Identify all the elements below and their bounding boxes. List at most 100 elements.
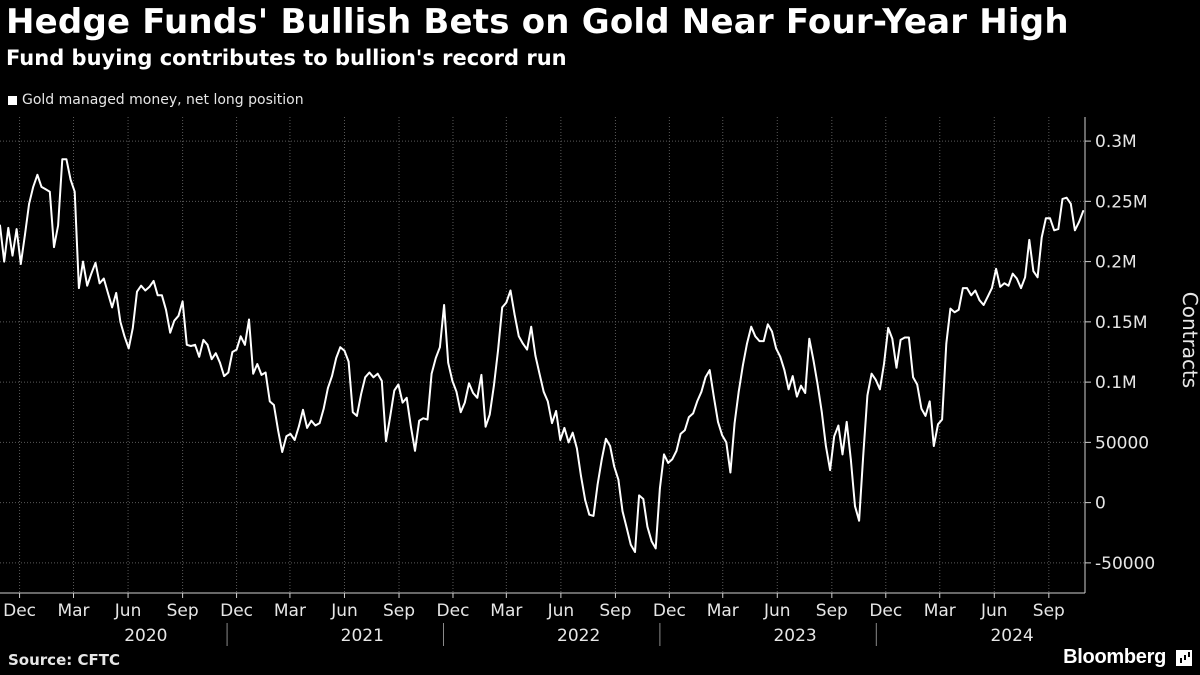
x-tick-label: Dec: [437, 601, 470, 621]
data-point: [385, 440, 387, 443]
data-point: [771, 330, 773, 333]
data-point: [339, 346, 342, 349]
data-point: [78, 287, 80, 289]
x-tick-label: Dec: [653, 601, 686, 621]
data-point: [248, 318, 250, 321]
data-point: [314, 424, 317, 427]
data-point: [36, 174, 39, 176]
data-point: [422, 417, 425, 420]
data-point: [331, 375, 333, 377]
data-point: [11, 254, 14, 257]
data-point: [306, 427, 308, 429]
data-point: [530, 325, 532, 328]
data-point: [866, 394, 869, 397]
data-point: [69, 178, 72, 181]
data-point: [1061, 198, 1064, 200]
data-point: [156, 294, 159, 297]
data-point: [381, 380, 383, 382]
data-point: [717, 421, 719, 423]
x-tick-label: Dec: [3, 601, 36, 621]
data-point: [376, 372, 379, 375]
data-point: [613, 465, 615, 468]
legend-label: Gold managed money, net long position: [22, 92, 304, 108]
data-point: [912, 376, 914, 379]
x-tick-label: Jun: [763, 601, 791, 621]
x-tick-label: Mar: [490, 601, 522, 621]
data-point: [733, 422, 736, 424]
data-point: [874, 378, 877, 381]
data-point: [833, 435, 835, 438]
data-point: [103, 277, 105, 280]
data-point: [3, 260, 5, 263]
data-point: [962, 287, 964, 289]
data-point: [509, 289, 512, 292]
x-tick-label: Mar: [57, 601, 89, 621]
data-point: [725, 441, 728, 444]
y-tick-label: -50000: [1095, 554, 1155, 574]
data-point: [970, 294, 972, 297]
data-point: [957, 309, 960, 311]
data-point: [190, 345, 192, 347]
data-point: [252, 372, 254, 375]
data-point: [638, 494, 640, 497]
x-tick-label: Mar: [707, 601, 739, 621]
data-point: [542, 391, 545, 393]
data-point: [982, 304, 985, 306]
data-point: [841, 453, 844, 456]
data-point: [144, 289, 147, 292]
data-point: [98, 282, 101, 285]
data-point: [194, 344, 196, 346]
data-point: [53, 246, 55, 248]
data-point: [808, 337, 811, 340]
data-point: [966, 287, 968, 289]
data-point: [414, 450, 416, 452]
data-point: [260, 374, 263, 376]
data-point: [435, 357, 437, 359]
data-point: [239, 335, 242, 338]
year-label: 2023: [773, 626, 816, 646]
data-point: [783, 369, 786, 371]
data-point: [256, 363, 259, 365]
data-point: [219, 362, 221, 364]
data-point: [617, 478, 620, 481]
data-point: [708, 369, 711, 371]
data-point: [356, 415, 358, 417]
year-label: 2024: [990, 626, 1033, 646]
data-point: [630, 544, 632, 546]
data-point: [393, 389, 396, 392]
data-point: [20, 263, 22, 265]
data-point: [1003, 282, 1006, 285]
x-tick-label: Jun: [547, 601, 575, 621]
data-point: [974, 289, 977, 292]
data-point: [505, 301, 508, 304]
data-point: [90, 272, 93, 275]
data-point: [455, 391, 458, 393]
data-point: [61, 158, 64, 160]
data-point: [742, 364, 744, 367]
data-point: [949, 307, 952, 310]
legend-swatch: [8, 95, 17, 105]
data-point: [854, 505, 856, 508]
bloomberg-chart-icon: [1176, 650, 1192, 666]
data-point: [945, 342, 948, 345]
x-tick-label: Jun: [330, 601, 358, 621]
data-point: [405, 397, 408, 399]
data-point: [650, 540, 653, 542]
data-point: [1024, 276, 1026, 279]
data-point: [1007, 284, 1010, 287]
data-point: [327, 387, 329, 389]
data-point: [576, 447, 578, 450]
data-point: [767, 323, 769, 326]
data-point: [737, 391, 740, 393]
data-point: [28, 203, 30, 205]
data-point: [277, 429, 279, 432]
data-point: [24, 234, 26, 236]
data-point: [107, 292, 109, 294]
data-point: [15, 228, 18, 230]
data-point: [447, 362, 450, 364]
y-tick-label: 0.2M: [1095, 253, 1137, 273]
data-point: [439, 346, 441, 349]
x-tick-label: Sep: [1033, 601, 1065, 621]
data-point: [754, 335, 757, 338]
data-point: [364, 376, 367, 379]
